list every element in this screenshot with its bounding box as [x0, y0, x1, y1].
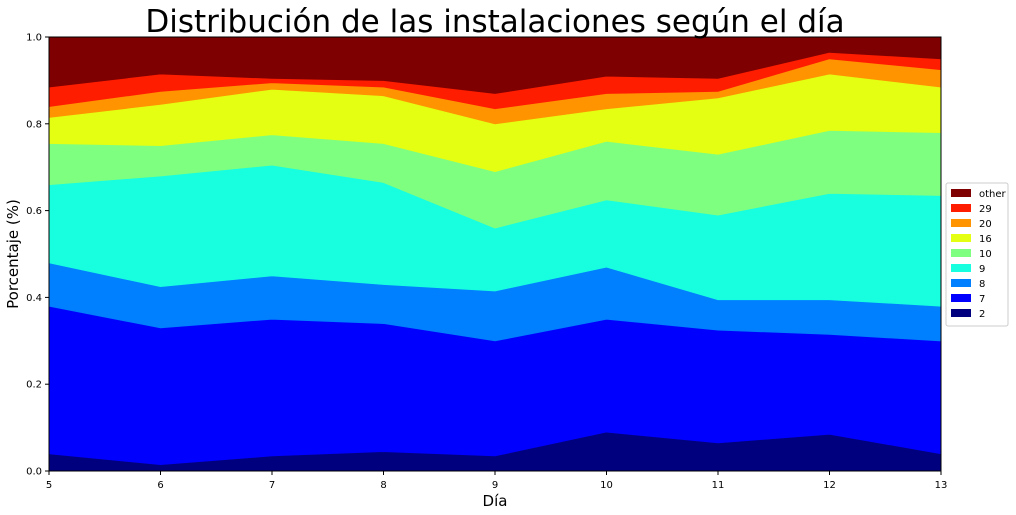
legend-swatch-16 [951, 234, 971, 242]
chart-title: Distribución de las instalaciones según … [145, 4, 844, 40]
legend-swatch-other [951, 189, 971, 197]
y-tick-label: 0.0 [26, 467, 42, 478]
legend-label-7: 7 [979, 294, 985, 305]
legend-label-other: other [979, 189, 1007, 200]
x-tick-label: 11 [712, 480, 725, 491]
x-tick-label: 13 [935, 480, 948, 491]
x-tick-label: 10 [600, 480, 613, 491]
plot-areas [48, 36, 942, 472]
x-tick-label: 5 [46, 480, 52, 491]
y-tick-label: 0.4 [26, 293, 42, 304]
legend-swatch-20 [951, 219, 971, 227]
legend-label-8: 8 [979, 279, 985, 290]
legend: other 29 20 16 10 9 8 7 2 [945, 182, 1009, 327]
legend-label-10: 10 [979, 249, 992, 260]
x-axis-label: Día [483, 492, 508, 510]
legend-swatch-10 [951, 249, 971, 257]
x-axis: 5 6 7 8 9 10 11 12 13 [46, 471, 948, 491]
legend-label-2: 2 [979, 309, 985, 320]
y-tick-label: 1.0 [26, 33, 42, 44]
x-tick-label: 12 [823, 480, 836, 491]
legend-swatch-7 [951, 294, 971, 302]
x-tick-label: 6 [157, 480, 163, 491]
y-tick-label: 0.2 [26, 380, 42, 391]
y-tick-label: 0.8 [26, 119, 42, 130]
legend-label-20: 20 [979, 219, 992, 230]
x-tick-label: 9 [492, 480, 498, 491]
legend-label-16: 16 [979, 234, 992, 245]
x-tick-label: 7 [269, 480, 275, 491]
legend-frame [945, 182, 1009, 327]
legend-swatch-29 [951, 204, 971, 212]
y-axis-label: Porcentaje (%) [4, 199, 22, 309]
legend-swatch-9 [951, 264, 971, 272]
legend-label-9: 9 [979, 264, 985, 275]
legend-label-29: 29 [979, 204, 992, 215]
x-tick-label: 8 [380, 480, 386, 491]
y-tick-label: 0.6 [26, 206, 42, 217]
legend-swatch-8 [951, 279, 971, 287]
legend-swatch-2 [951, 309, 971, 317]
y-axis: 0.0 0.2 0.4 0.6 0.8 1.0 [26, 33, 49, 478]
